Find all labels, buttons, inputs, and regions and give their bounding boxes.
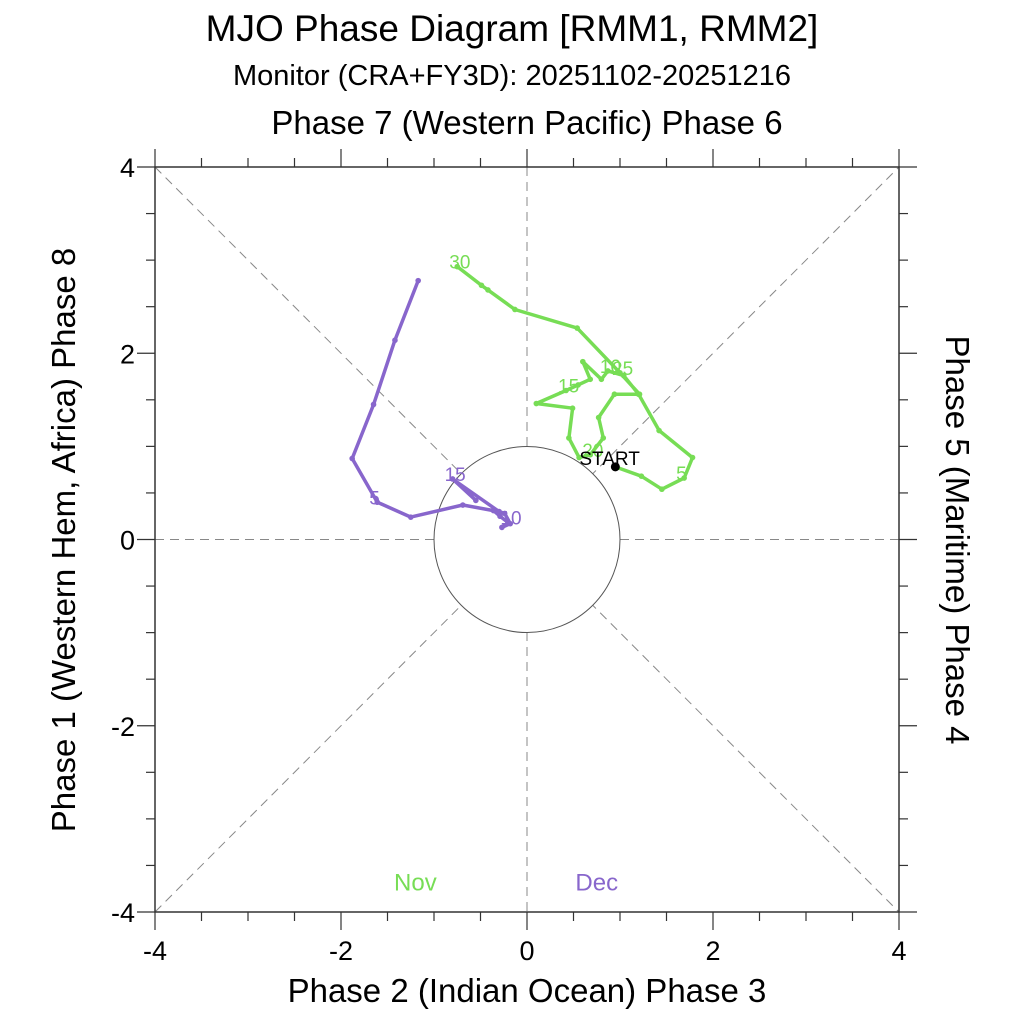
axis-ticks xyxy=(137,149,917,930)
data-point xyxy=(595,414,602,421)
data-point xyxy=(566,435,572,441)
day-label: 25 xyxy=(612,359,633,380)
y-tick-label: 4 xyxy=(120,153,135,183)
legend-nov: Nov xyxy=(394,870,437,897)
data-point xyxy=(449,476,456,482)
data-point xyxy=(473,497,479,504)
y-tick-label: 0 xyxy=(120,526,135,556)
data-point xyxy=(575,382,581,388)
chart-title: MJO Phase Diagram [RMM1, RMM2] xyxy=(205,8,819,49)
start-marker xyxy=(610,462,620,472)
data-point xyxy=(533,400,540,407)
top-axis-label: Phase 7 (Western Pacific) Phase 6 xyxy=(271,104,783,141)
data-point xyxy=(617,370,623,376)
data-point xyxy=(636,391,643,398)
x-tick-label: -2 xyxy=(329,936,353,966)
day-label: 5 xyxy=(369,488,380,509)
data-point xyxy=(392,337,398,344)
start-label: START xyxy=(579,449,640,470)
day-label: 10 xyxy=(600,357,621,378)
data-point xyxy=(656,427,662,434)
data-point xyxy=(478,282,485,289)
day-label: 15 xyxy=(445,465,466,486)
data-point xyxy=(485,287,491,293)
data-point xyxy=(580,358,586,365)
x-axis-label: Phase 2 (Indian Ocean) Phase 3 xyxy=(287,972,767,1009)
data-point xyxy=(374,499,381,506)
data-point xyxy=(507,520,514,527)
data-point xyxy=(415,277,421,284)
day-label: 15 xyxy=(558,377,579,398)
x-tick-label: -4 xyxy=(143,936,167,966)
data-point xyxy=(499,524,505,531)
data-point xyxy=(574,325,581,331)
data-point xyxy=(349,455,355,462)
day-label: 30 xyxy=(449,253,470,274)
day-label: 20 xyxy=(582,441,603,462)
series-nov xyxy=(454,263,696,493)
data-point xyxy=(605,368,611,374)
data-point xyxy=(512,306,518,313)
y-tick-label: -2 xyxy=(111,712,135,742)
data-point xyxy=(611,391,618,398)
x-tick-label: 2 xyxy=(705,936,720,966)
data-point xyxy=(587,451,594,458)
data-point xyxy=(689,454,696,461)
data-point xyxy=(454,263,461,270)
data-point xyxy=(460,502,466,508)
data-point xyxy=(600,435,607,441)
y-tick-label: 2 xyxy=(120,339,135,369)
data-point xyxy=(563,387,569,394)
data-point xyxy=(501,510,508,517)
series-line-dec xyxy=(350,279,513,530)
data-point xyxy=(407,514,414,520)
series-dec xyxy=(349,277,514,531)
data-point xyxy=(587,376,594,383)
data-point xyxy=(681,475,687,481)
legend-dec: Dec xyxy=(575,870,618,897)
data-point xyxy=(490,507,497,514)
data-point xyxy=(496,508,502,515)
day-label: 5 xyxy=(676,464,687,485)
x-tick-label: 0 xyxy=(519,936,534,966)
chart-subtitle: Monitor (CRA+FY3D): 20251102-20251216 xyxy=(232,60,792,92)
data-point xyxy=(497,513,503,520)
unit-circle xyxy=(433,446,621,633)
data-point xyxy=(569,405,576,411)
x-tick-label: 4 xyxy=(891,936,906,966)
data-point xyxy=(370,401,377,408)
data-point xyxy=(659,486,665,493)
day-label: 10 xyxy=(500,509,521,530)
data-point xyxy=(576,454,582,461)
y-tick-label: -4 xyxy=(111,898,135,928)
data-point xyxy=(638,473,645,479)
data-point xyxy=(598,376,605,383)
